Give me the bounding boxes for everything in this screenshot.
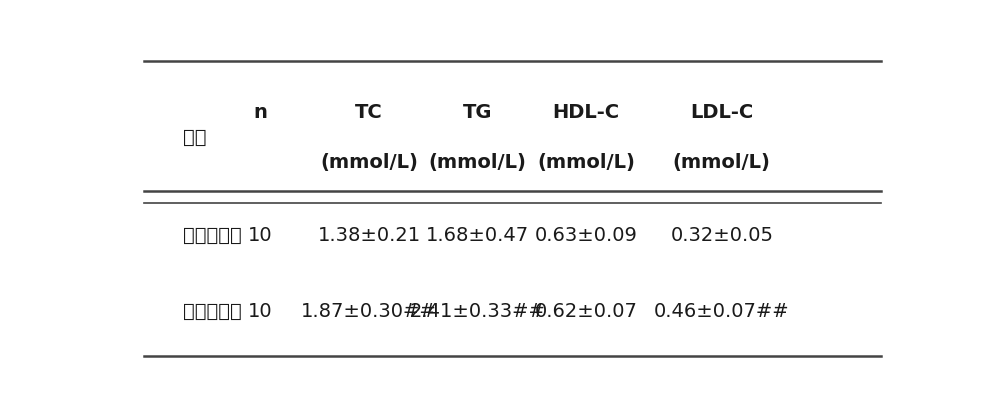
Text: 模型对照组: 模型对照组: [183, 302, 242, 321]
Text: 0.46±0.07##: 0.46±0.07##: [654, 302, 790, 321]
Text: 0.32±0.05: 0.32±0.05: [670, 225, 773, 245]
Text: 10: 10: [248, 225, 273, 245]
Text: 0.63±0.09: 0.63±0.09: [535, 225, 638, 245]
Text: 1.87±0.30##: 1.87±0.30##: [301, 302, 437, 321]
Text: TC: TC: [355, 103, 383, 122]
Text: 正常对照组: 正常对照组: [183, 225, 242, 245]
Text: HDL-C: HDL-C: [553, 103, 620, 122]
Text: 0.62±0.07: 0.62±0.07: [535, 302, 638, 321]
Text: 1.68±0.47: 1.68±0.47: [426, 225, 529, 245]
Text: LDL-C: LDL-C: [690, 103, 753, 122]
Text: 1.38±0.21: 1.38±0.21: [318, 225, 421, 245]
Text: 2.41±0.33##: 2.41±0.33##: [410, 302, 546, 321]
Text: n: n: [254, 103, 268, 122]
Text: (mmol/L): (mmol/L): [429, 152, 527, 171]
Text: (mmol/L): (mmol/L): [320, 152, 418, 171]
Text: TG: TG: [463, 103, 492, 122]
Text: (mmol/L): (mmol/L): [537, 152, 635, 171]
Text: 10: 10: [248, 302, 273, 321]
Text: (mmol/L): (mmol/L): [673, 152, 771, 171]
Text: 组别: 组别: [183, 128, 207, 147]
